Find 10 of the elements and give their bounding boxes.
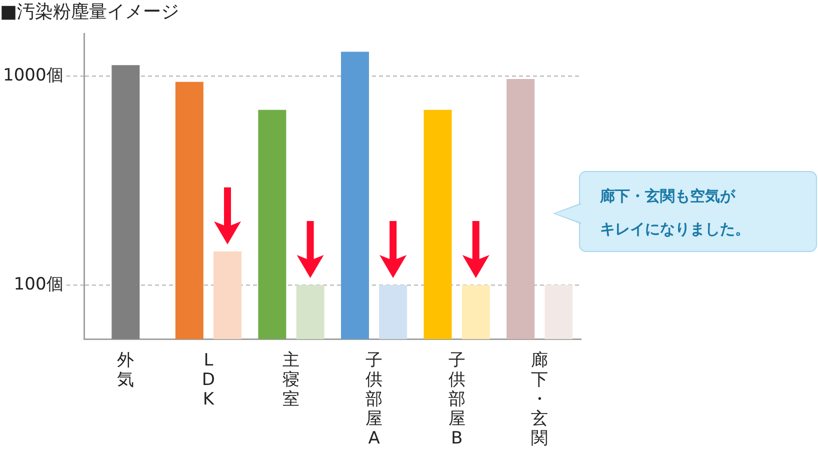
x-tick-label: 子供部屋A <box>366 350 383 449</box>
x-tick-label: 廊下・玄関 <box>531 350 548 449</box>
y-tick-label: 1000個 <box>3 66 64 86</box>
chart-title: ■汚染粉塵量イメージ <box>0 1 180 22</box>
y-tick-label: 100個 <box>14 274 64 294</box>
x-tick-label: LDK <box>202 350 215 410</box>
x-tick-label: 外気 <box>117 350 134 390</box>
x-tick-label: 主寝室 <box>282 350 300 410</box>
text: 廊下・玄関も空気がキレイになりました。 <box>599 186 750 238</box>
x-tick-label: 子供部屋B <box>448 350 466 449</box>
